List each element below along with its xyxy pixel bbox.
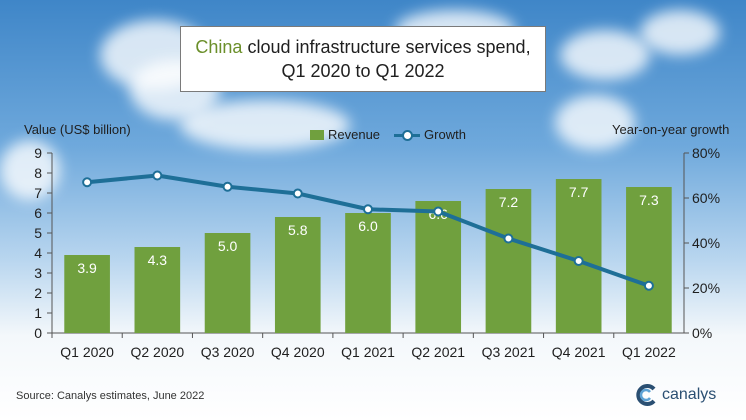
left-axis-tick-label: 9: [34, 145, 42, 161]
revenue-bar: [345, 213, 391, 333]
left-axis-tick-label: 7: [34, 185, 42, 201]
canalys-logo: canalys: [636, 384, 716, 406]
growth-point: [292, 188, 303, 199]
right-axis-tick-label: 0%: [692, 325, 712, 341]
chart-legend: Revenue Growth: [310, 127, 466, 142]
right-axis-tick-label: 40%: [692, 235, 720, 251]
right-axis-tick-label: 80%: [692, 145, 720, 161]
canalys-logo-icon: [636, 384, 656, 406]
revenue-data-label: 7.2: [499, 194, 519, 210]
cloud-decoration: [0, 140, 60, 200]
revenue-data-label: 3.9: [77, 260, 97, 276]
revenue-bar: [134, 247, 181, 333]
left-axis-tick-label: 1: [34, 305, 42, 321]
cloud-decoration: [555, 95, 635, 150]
logo-wordmark: canalys: [662, 386, 717, 403]
title-highlight: China: [195, 37, 243, 57]
right-axis-tick-label: 60%: [692, 190, 720, 206]
left-axis-tick-label: 3: [34, 265, 42, 281]
revenue-data-label: 5.8: [288, 222, 308, 238]
source-note: Source: Canalys estimates, June 2022: [16, 390, 205, 402]
revenue-data-label: 4.3: [148, 252, 168, 268]
revenue-bar: [64, 255, 110, 333]
x-axis-category-label: Q2 2021: [411, 344, 465, 360]
revenue-data-label: 6.0: [358, 218, 378, 234]
legend-growth-swatch: [394, 129, 421, 141]
chart-title: China cloud infrastructure services spen…: [180, 26, 546, 92]
left-axis-tick-label: 4: [34, 245, 42, 261]
legend-revenue-swatch: [310, 129, 324, 140]
revenue-bar: [204, 233, 251, 333]
revenue-data-label: 7.3: [639, 192, 659, 208]
x-axis-category-label: Q3 2021: [482, 344, 536, 360]
left-axis-tick-label: 6: [34, 205, 42, 221]
left-axis-title: Value (US$ billion): [24, 122, 131, 137]
left-axis-tick-label: 5: [34, 225, 42, 241]
x-axis-category-label: Q2 2020: [130, 344, 184, 360]
cloud-decoration: [640, 10, 720, 55]
title-rest: cloud infrastructure services spend,: [242, 37, 531, 57]
x-axis-category-label: Q1 2021: [341, 344, 395, 360]
cloud-decoration: [560, 30, 650, 80]
x-axis-category-label: Q4 2020: [271, 344, 325, 360]
revenue-bar: [626, 187, 672, 333]
cloud-decoration: [180, 100, 350, 150]
left-axis-tick-label: 8: [34, 165, 42, 181]
legend-revenue-label: Revenue: [328, 127, 381, 142]
revenue-data-label: 5.0: [218, 238, 238, 254]
left-axis-tick-label: 0: [34, 325, 42, 341]
left-axis-tick-label: 2: [34, 285, 42, 301]
legend-growth-label: Growth: [424, 127, 466, 142]
growth-point: [363, 204, 373, 215]
x-axis-category-label: Q3 2020: [201, 344, 255, 360]
right-axis-tick-label: 20%: [692, 280, 720, 296]
growth-point: [82, 177, 93, 188]
growth-point: [433, 206, 444, 217]
revenue-bar: [485, 189, 532, 333]
x-axis-category-label: Q1 2022: [622, 344, 676, 360]
title-line2: Q1 2020 to Q1 2022: [281, 61, 445, 81]
growth-point: [573, 256, 584, 266]
revenue-bar: [415, 201, 462, 333]
x-axis-category-label: Q4 2021: [552, 344, 606, 360]
growth-point: [503, 233, 514, 244]
x-axis-category-label: Q1 2020: [60, 344, 114, 360]
right-axis-title: Year-on-year growth: [612, 122, 730, 137]
growth-point: [643, 280, 654, 291]
growth-point: [152, 170, 163, 181]
revenue-bar: [274, 217, 321, 333]
growth-point: [222, 181, 233, 192]
revenue-data-label: 7.7: [569, 184, 589, 200]
